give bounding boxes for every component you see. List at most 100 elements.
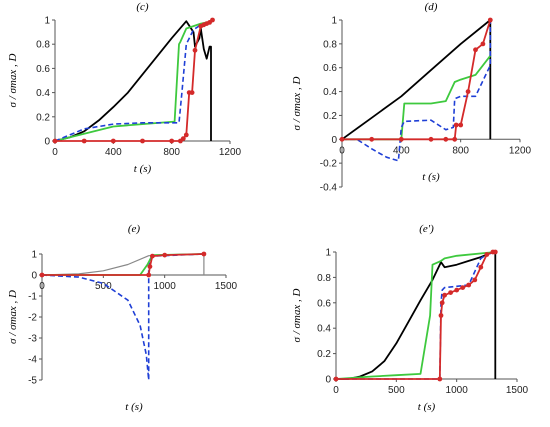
- x-tick-label: 0: [52, 147, 58, 158]
- series-marker: [465, 89, 471, 94]
- series-marker: [487, 17, 493, 23]
- y-tick-label: 0.2: [317, 349, 331, 360]
- series-line-blue-dashed: [342, 22, 492, 162]
- series-marker: [472, 277, 478, 283]
- series-marker: [454, 287, 460, 293]
- x-axis-title: t (s): [125, 401, 143, 413]
- series-marker: [39, 272, 45, 278]
- chart-panel-0: 0 0.2 0.4 0.6 0.8 1 0 400 800 1200 (c) t (s) σ / σma…: [7, 1, 242, 175]
- series-marker: [448, 290, 453, 295]
- series-marker: [453, 122, 459, 128]
- series-marker: [180, 136, 186, 142]
- series-line-red-markers: [336, 251, 496, 380]
- y-axis-title: σ / σmax , D: [7, 290, 19, 344]
- series-marker: [162, 252, 168, 258]
- y-tick-label: -3: [28, 334, 37, 345]
- series-line-blue-dashed: [54, 20, 213, 142]
- y-tick-label: 1: [44, 16, 50, 27]
- y-tick-label: 0.2: [323, 111, 337, 122]
- x-tick-label: 1000: [154, 281, 177, 292]
- series-marker: [478, 264, 484, 270]
- series-marker: [437, 376, 443, 382]
- series-marker: [140, 138, 145, 144]
- x-tick-label: 0: [39, 281, 45, 292]
- y-tick-label: 0: [44, 137, 50, 148]
- series-marker: [398, 136, 404, 142]
- chart-panel-3: 0 0.2 0.4 0.6 0.8 1 0 500 1000 1500 (e') t (s) σ / σ…: [291, 223, 529, 413]
- y-tick-label: 0: [331, 135, 337, 146]
- y-axis-title: σ / σmax , D: [7, 53, 19, 107]
- panel-label: (c): [136, 1, 149, 13]
- y-axis-title: σ / σmax , D: [291, 288, 303, 342]
- x-tick-label: 1500: [215, 281, 238, 292]
- x-axis-title: t (s): [134, 163, 152, 175]
- x-axis-title: t (s): [418, 401, 436, 413]
- series-marker: [442, 292, 447, 298]
- y-tick-label: 0.4: [317, 324, 331, 335]
- y-tick-label: 0: [325, 375, 331, 386]
- y-tick-label: 1: [31, 250, 37, 261]
- series-marker: [150, 253, 155, 259]
- x-tick-label: 800: [163, 147, 180, 158]
- series-marker: [81, 138, 87, 144]
- y-tick-label: -5: [28, 376, 37, 387]
- series-marker: [189, 90, 195, 95]
- series-marker: [333, 376, 339, 382]
- y-tick-label: -1: [28, 292, 37, 303]
- series-marker: [438, 313, 444, 318]
- series-marker: [460, 285, 466, 290]
- series-marker: [473, 47, 478, 53]
- series-marker: [452, 136, 458, 142]
- y-tick-label: 0.8: [317, 273, 331, 284]
- series-marker: [484, 252, 490, 257]
- series-line-black: [54, 20, 212, 142]
- series-line-green: [54, 20, 213, 142]
- series-marker: [147, 264, 153, 269]
- series-marker: [183, 132, 189, 138]
- series-line-green: [335, 251, 496, 380]
- y-tick-label: 0.6: [317, 298, 331, 309]
- series-line-grey: [41, 253, 205, 276]
- series-line-red-markers: [42, 253, 204, 276]
- x-tick-label: 1200: [219, 147, 242, 158]
- series-marker: [146, 272, 152, 278]
- x-tick-label: 0: [333, 385, 339, 396]
- x-tick-label: 1200: [509, 145, 532, 156]
- series-marker: [369, 136, 375, 142]
- y-tick-label: 0.6: [323, 63, 337, 74]
- panel-label: (e): [128, 223, 141, 235]
- series-line-green: [342, 55, 492, 141]
- series-marker: [466, 282, 472, 288]
- x-tick-label: 1500: [506, 385, 529, 396]
- y-tick-label: 0.4: [323, 87, 337, 98]
- x-tick-label: 0: [339, 145, 345, 156]
- series-marker: [192, 47, 198, 53]
- series-marker: [339, 136, 345, 142]
- series-marker: [480, 41, 486, 47]
- y-tick-label: 0.2: [36, 112, 50, 123]
- y-tick-label: 0.8: [36, 40, 50, 51]
- y-tick-label: -4: [28, 355, 37, 366]
- x-tick-label: 500: [388, 385, 405, 396]
- series-line-blue-dashed: [41, 253, 204, 381]
- series-marker: [110, 138, 116, 144]
- panel-label: (d): [425, 1, 438, 13]
- series-marker: [428, 136, 434, 142]
- y-tick-label: -0.2: [320, 159, 338, 170]
- y-tick-label: 0.6: [36, 64, 50, 75]
- series-marker: [443, 136, 449, 142]
- x-axis-title: t (s): [422, 171, 440, 183]
- x-tick-label: 800: [452, 145, 469, 156]
- x-tick-label: 400: [393, 145, 410, 156]
- y-tick-label: 1: [325, 248, 331, 259]
- y-tick-label: -2: [28, 313, 37, 324]
- series-marker: [492, 249, 498, 255]
- x-tick-label: 400: [105, 147, 122, 158]
- y-tick-label: 1: [331, 16, 337, 27]
- y-tick-label: 0.8: [323, 39, 337, 50]
- series-marker: [439, 300, 445, 306]
- y-tick-label: 0.4: [36, 88, 50, 99]
